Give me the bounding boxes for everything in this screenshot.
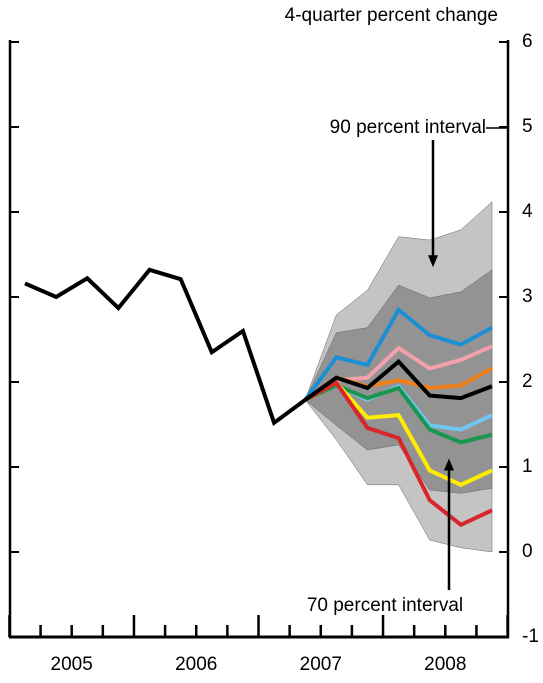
series-line [304, 380, 493, 528]
arrow-head [428, 255, 438, 268]
x-tick-label: 2008 [424, 654, 466, 675]
y-tick-label: 5 [522, 116, 533, 137]
y-tick-label: 4 [522, 201, 533, 222]
series-line [303, 306, 493, 402]
x-tick-label: 2005 [51, 654, 93, 675]
y-tick-label: 3 [522, 286, 533, 307]
series-line [304, 344, 493, 402]
y-tick-label: -1 [522, 626, 539, 647]
y-tick-label: 6 [522, 31, 533, 52]
y-tick-label: 1 [522, 456, 533, 477]
series-line [24, 267, 493, 427]
annotation: 90 percent interval [330, 117, 486, 138]
y-tick-label: 2 [522, 371, 533, 392]
arrow-head [444, 458, 454, 471]
y-tick-label: 0 [522, 541, 533, 562]
x-tick-label: 2007 [300, 654, 342, 675]
y-axis-label: 4-quarter percent change [285, 5, 498, 26]
annotation: 70 percent interval [307, 595, 463, 616]
x-tick-label: 2006 [175, 654, 217, 675]
